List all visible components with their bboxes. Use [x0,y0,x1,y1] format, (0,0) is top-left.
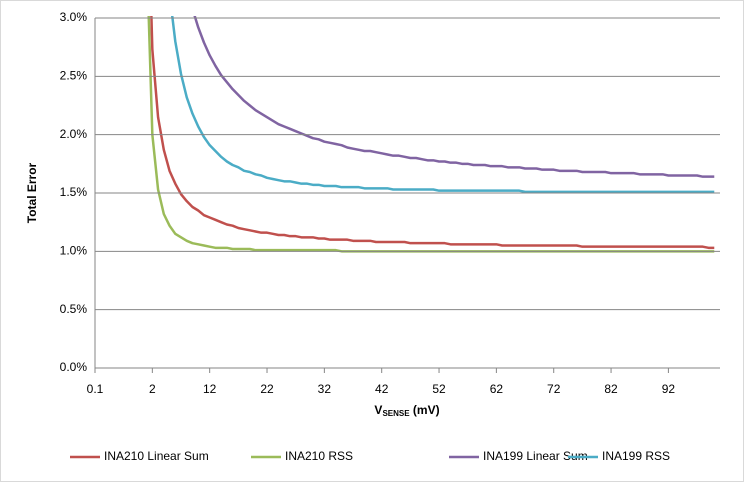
y-tick-label: 2.0% [60,127,88,141]
x-tick-label: 0.1 [87,382,104,396]
legend-label: INA210 RSS [285,449,353,463]
y-tick-label: 0.5% [60,302,88,316]
legend-label: INA210 Linear Sum [104,449,209,463]
x-axis-title: VSENSE (mV) [374,403,439,418]
x-axis-title-sub: SENSE [382,409,410,418]
y-tick-label: 1.5% [60,185,88,199]
series-line [193,16,715,178]
x-axis-title-rest: (mV) [410,403,440,417]
x-tick-label: 22 [260,382,274,396]
x-tick-label: 72 [547,382,561,396]
y-tick-label: 2.5% [60,69,88,83]
x-tick-label: 42 [375,382,389,396]
x-tick-label: 92 [662,382,676,396]
y-tick-label: 3.0% [60,10,88,24]
x-tick-label: 82 [604,382,618,396]
x-tick-label: 52 [432,382,446,396]
x-tick-label: 62 [490,382,504,396]
legend-label: INA199 RSS [602,449,670,463]
x-tick-label: 12 [203,382,217,396]
y-axis-title: Total Error [25,162,39,223]
x-tick-label: 2 [149,382,156,396]
legend-label: INA199 Linear Sum [483,449,588,463]
series-line [170,16,715,194]
series-line [150,16,715,250]
x-tick-label: 32 [318,382,332,396]
y-tick-label: 0.0% [60,360,88,374]
x-axis-title-main: V [374,403,382,417]
y-tick-label: 1.0% [60,244,88,258]
